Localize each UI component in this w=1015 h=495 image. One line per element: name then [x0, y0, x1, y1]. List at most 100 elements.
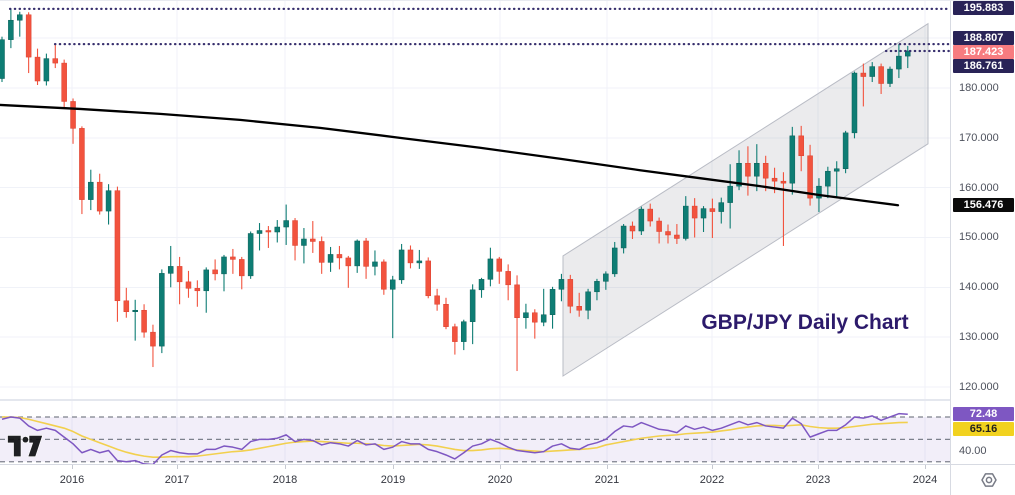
candle[interactable] [372, 261, 378, 267]
candle[interactable] [123, 300, 130, 312]
candle[interactable] [70, 101, 76, 129]
candle[interactable] [159, 273, 165, 347]
candle[interactable] [79, 128, 85, 200]
candle[interactable] [469, 289, 476, 322]
time-axis-year-label[interactable]: 2022 [699, 474, 725, 486]
candle[interactable] [745, 162, 751, 177]
candle[interactable] [514, 284, 520, 318]
time-axis[interactable]: 2016 2017 2018 2019 2020 2021 2022 2023 2024 [0, 464, 1015, 495]
candle[interactable] [265, 230, 272, 233]
pane-separator[interactable] [0, 399, 1015, 401]
settings-gear-icon[interactable] [979, 470, 999, 490]
price-badge[interactable]: 188.807 [953, 31, 1014, 45]
time-axis-year-label[interactable]: 2024 [912, 474, 938, 486]
candle[interactable] [683, 205, 689, 239]
candle[interactable] [0, 39, 5, 79]
candle[interactable] [461, 321, 467, 342]
time-axis-year-label[interactable]: 2016 [59, 474, 85, 486]
candle[interactable] [167, 266, 174, 274]
candle[interactable] [452, 326, 458, 342]
candle[interactable] [887, 68, 893, 84]
candle[interactable] [301, 238, 307, 246]
candle[interactable] [292, 220, 298, 246]
candle[interactable] [407, 249, 414, 264]
candle[interactable] [629, 225, 636, 232]
candle[interactable] [905, 50, 911, 57]
candle[interactable] [416, 260, 423, 264]
candle[interactable] [185, 281, 192, 289]
candle[interactable] [194, 288, 201, 292]
candle[interactable] [594, 281, 600, 293]
candle[interactable] [789, 135, 796, 184]
candle[interactable] [762, 162, 769, 179]
candle[interactable] [478, 279, 485, 291]
candle[interactable] [150, 331, 156, 347]
candle[interactable] [381, 261, 387, 290]
candle[interactable] [825, 170, 831, 187]
candle[interactable] [17, 14, 23, 21]
candle[interactable] [576, 306, 582, 311]
candle[interactable] [878, 66, 884, 84]
candle[interactable] [176, 266, 183, 283]
candle[interactable] [398, 249, 405, 281]
candle[interactable] [274, 226, 281, 233]
chart-canvas[interactable] [0, 1, 950, 464]
candle[interactable] [354, 240, 360, 267]
candle[interactable] [105, 190, 112, 212]
price-axis[interactable]: 180.000 170.000 160.000 150.000 140.000 130.0… [950, 1, 1015, 464]
candle[interactable] [212, 269, 218, 275]
rsi-line[interactable] [1, 412, 908, 464]
time-axis-year-label[interactable]: 2019 [380, 474, 406, 486]
time-axis-year-label[interactable]: 2018 [272, 474, 298, 486]
candle[interactable] [603, 273, 609, 282]
candle[interactable] [327, 254, 334, 263]
candle[interactable] [61, 62, 67, 102]
candle[interactable] [132, 309, 138, 312]
price-badge[interactable]: 186.761 [953, 58, 1014, 73]
candle[interactable] [505, 271, 511, 286]
candle[interactable] [52, 58, 59, 64]
candle[interactable] [389, 279, 396, 290]
candle[interactable] [88, 181, 94, 200]
rsi-badge[interactable]: 72.48 [953, 407, 1014, 421]
candle[interactable] [665, 231, 671, 236]
candle[interactable] [638, 208, 645, 232]
time-axis-year-label[interactable]: 2023 [805, 474, 831, 486]
time-axis-year-label[interactable]: 2021 [594, 474, 620, 486]
candle[interactable] [114, 190, 121, 302]
candle[interactable] [647, 208, 653, 222]
rsi-ma-line[interactable] [2, 416, 908, 459]
candle[interactable] [869, 66, 875, 77]
candle[interactable] [851, 72, 858, 134]
time-axis-year-label[interactable]: 2020 [487, 474, 513, 486]
candle[interactable] [674, 234, 680, 239]
candle[interactable] [443, 304, 449, 327]
candle[interactable] [833, 168, 840, 172]
candle[interactable] [780, 180, 787, 184]
candle[interactable] [754, 162, 760, 177]
parallel-channel-drawing[interactable] [562, 22, 929, 377]
price-badge[interactable]: 195.883 [953, 1, 1014, 15]
candle[interactable] [310, 238, 316, 242]
candle[interactable] [549, 289, 556, 315]
candle[interactable] [425, 260, 431, 297]
candle[interactable] [96, 181, 103, 212]
candle[interactable] [34, 56, 41, 82]
candle[interactable] [727, 185, 733, 203]
candle[interactable] [611, 247, 618, 275]
candle[interactable] [771, 177, 778, 182]
candle[interactable] [691, 205, 698, 219]
candle[interactable] [43, 58, 50, 82]
candle[interactable] [318, 241, 325, 263]
candle[interactable] [798, 135, 804, 157]
moving-average-line[interactable] [0, 103, 900, 207]
candle[interactable] [8, 19, 14, 40]
rsi-badge[interactable]: 65.16 [953, 421, 1014, 436]
candle[interactable] [532, 312, 538, 323]
candle[interactable] [523, 312, 529, 318]
candle[interactable] [656, 220, 662, 232]
candle[interactable] [336, 254, 343, 259]
candle[interactable] [807, 155, 813, 199]
tradingview-logo[interactable] [7, 434, 43, 459]
candle[interactable] [141, 309, 147, 333]
